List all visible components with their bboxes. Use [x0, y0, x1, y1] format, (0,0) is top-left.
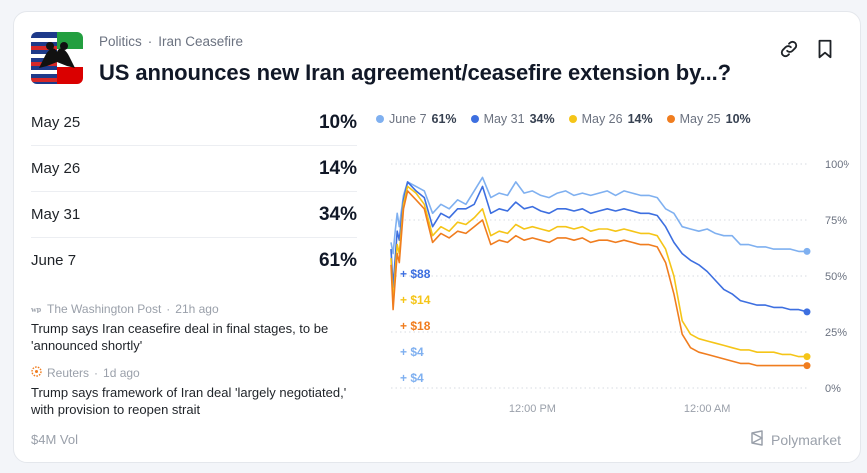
brand-name: Polymarket: [771, 431, 842, 448]
news-feed: wp The Washington Post · 21h ago Trump s…: [31, 302, 357, 418]
news-item[interactable]: wp The Washington Post · 21h ago Trump s…: [31, 302, 357, 354]
trade-annotation: + $14: [400, 293, 431, 307]
news-source: The Washington Post: [47, 302, 162, 316]
legend-dot-icon: [568, 115, 577, 123]
legend-series-name: May 31: [483, 112, 525, 126]
outcome-label: May 26: [31, 160, 81, 177]
outcome-list: May 25 10% May 26 14% May 31 34% June 7 …: [31, 100, 357, 283]
x-tick-label: 12:00 AM: [684, 403, 730, 415]
x-tick-label: 12:00 PM: [509, 403, 556, 415]
breadcrumb-separator: ·: [147, 34, 153, 49]
series-line[interactable]: [390, 181, 808, 313]
trade-annotation: + $88: [400, 267, 431, 281]
series-end-point: [803, 247, 811, 255]
market-card: Politics · Iran Ceasefire US announces new…: [13, 11, 861, 463]
market-logo: [31, 32, 83, 84]
trade-annotation: + $4: [400, 345, 424, 359]
news-headline[interactable]: Trump says framework of Iran deal 'large…: [31, 385, 347, 417]
series-end-point: [803, 353, 811, 361]
legend-series-name: May 26: [581, 112, 623, 126]
series-end-point: [803, 362, 811, 370]
legend-dot-icon: [470, 115, 479, 123]
price-chart[interactable]: 100% 75% 50% 25% 0% 12:00 PM 12:00 AM + $88 + $1…: [369, 142, 849, 422]
breadcrumb: Politics · Iran Ceasefire: [99, 34, 243, 49]
outcome-row-june-7[interactable]: June 7 61%: [31, 238, 357, 283]
outcome-percent: 61%: [318, 249, 357, 271]
breadcrumb-subcategory[interactable]: Iran Ceasefire: [158, 34, 244, 49]
outcome-label: May 31: [31, 206, 81, 223]
svg-text:wp: wp: [31, 305, 42, 313]
news-time: 1d ago: [103, 366, 140, 380]
washington-post-logo-icon: wp: [31, 302, 42, 316]
news-source-line: Reuters · 1d ago: [31, 366, 357, 380]
series-line[interactable]: [390, 185, 807, 358]
outcome-percent: 14%: [318, 157, 357, 179]
legend-series-name: June 7: [389, 112, 427, 126]
trade-annotation: + $18: [400, 319, 431, 333]
y-tick-label: 75%: [825, 215, 847, 227]
y-tick-label: 25%: [825, 327, 847, 339]
outcome-percent: 10%: [318, 111, 357, 133]
series-line[interactable]: [390, 176, 807, 255]
legend-series-value: 10%: [725, 112, 751, 126]
brand[interactable]: Polymarket: [749, 430, 841, 449]
trade-annotation: + $4: [400, 371, 424, 385]
flags-logo-icon: [31, 32, 83, 84]
news-item[interactable]: Reuters · 1d ago Trump says framework of…: [31, 366, 357, 418]
legend-series-value: 34%: [529, 112, 555, 126]
news-separator: ·: [94, 366, 99, 380]
outcome-percent: 34%: [318, 203, 357, 225]
market-title[interactable]: US announces new Iran agreement/ceasefir…: [99, 60, 732, 85]
outcome-label: May 25: [31, 114, 81, 131]
breadcrumb-category[interactable]: Politics: [99, 34, 142, 49]
legend-dot-icon: [376, 115, 384, 123]
y-tick-label: 50%: [825, 271, 847, 283]
legend-item[interactable]: May 26 14%: [568, 112, 653, 126]
y-tick-label: 0%: [825, 383, 841, 395]
news-separator: ·: [166, 302, 171, 316]
news-time: 21h ago: [175, 302, 219, 316]
y-tick-label: 100%: [825, 159, 849, 171]
legend-series-value: 61%: [431, 112, 457, 126]
legend-series-name: May 25: [679, 112, 721, 126]
legend-item[interactable]: June 7 61%: [376, 112, 457, 126]
chart-legend: June 7 61% May 31 34% May 26 14% May 25 10%: [376, 112, 751, 126]
series-line[interactable]: [390, 190, 807, 367]
reuters-logo-icon: [31, 366, 42, 380]
news-source: Reuters: [47, 366, 90, 380]
outcome-row-may-26[interactable]: May 26 14%: [31, 146, 357, 192]
polymarket-logo-icon: [749, 430, 765, 449]
link-icon[interactable]: [778, 38, 800, 60]
outcome-row-may-31[interactable]: May 31 34%: [31, 192, 357, 238]
legend-series-value: 14%: [627, 112, 653, 126]
outcome-row-may-25[interactable]: May 25 10%: [31, 100, 357, 146]
news-source-line: wp The Washington Post · 21h ago: [31, 302, 357, 316]
legend-dot-icon: [666, 115, 675, 123]
news-headline[interactable]: Trump says Iran ceasefire deal in final …: [31, 321, 329, 353]
bookmark-icon[interactable]: [814, 38, 836, 60]
legend-item[interactable]: May 31 34%: [470, 112, 555, 126]
volume-label: $4M Vol: [31, 432, 78, 447]
outcome-label: June 7: [31, 252, 77, 269]
series-end-point: [803, 308, 811, 316]
legend-item[interactable]: May 25 10%: [666, 112, 751, 126]
